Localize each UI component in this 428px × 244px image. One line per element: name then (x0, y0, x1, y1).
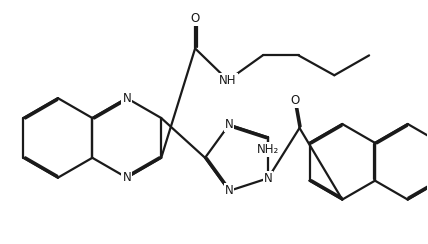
Text: N: N (225, 184, 233, 197)
Text: N: N (122, 92, 131, 105)
Text: NH₂: NH₂ (257, 143, 279, 156)
Text: N: N (122, 171, 131, 184)
Text: N: N (264, 172, 272, 185)
Text: O: O (290, 94, 299, 107)
Text: N: N (225, 118, 233, 131)
Text: O: O (190, 12, 200, 25)
Text: NH: NH (219, 74, 237, 87)
